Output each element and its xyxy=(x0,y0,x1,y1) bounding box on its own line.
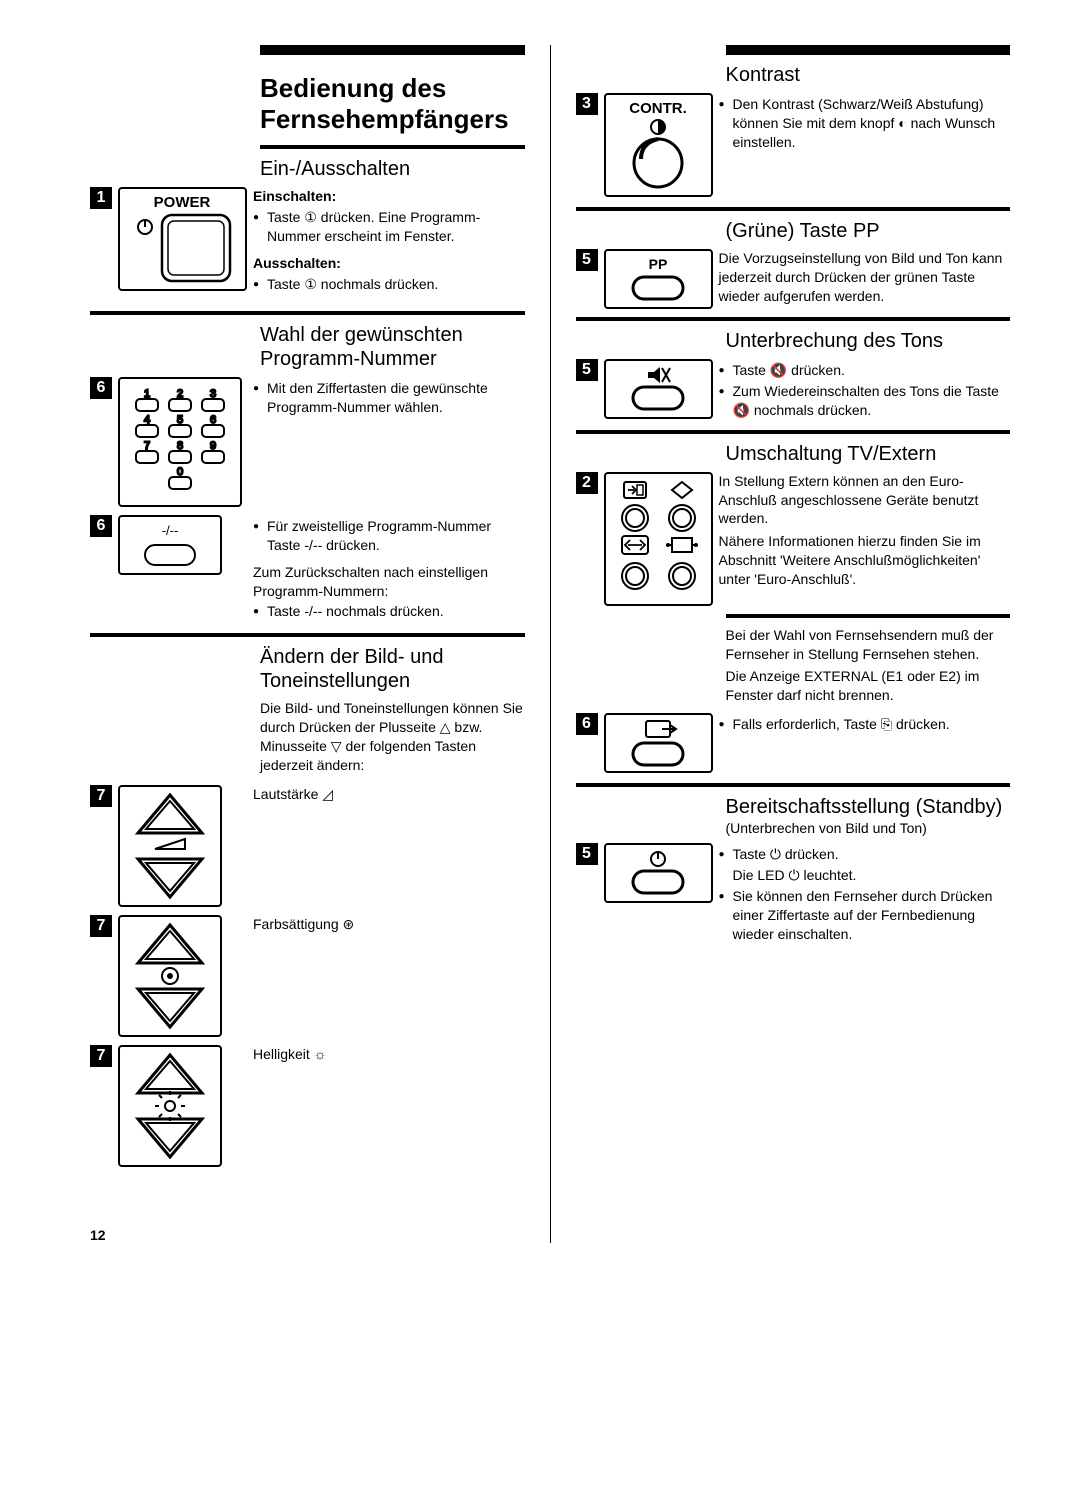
volume-diagram xyxy=(118,785,222,907)
ref-num: 5 xyxy=(576,249,598,271)
power-button-diagram: POWER xyxy=(118,187,247,291)
keypad-diagram: 1 2 3 4 5 6 7 8 9 0 xyxy=(118,377,242,507)
ext-text3: Bei der Wahl von Fernsehsendern muß der … xyxy=(726,626,1011,664)
volume-label: Lautstärke ◿ xyxy=(253,785,525,804)
svg-text:POWER: POWER xyxy=(154,194,211,211)
page-number: 12 xyxy=(90,1227,525,1243)
standby-b3: Sie können den Fernseher durch Drücken e… xyxy=(719,887,1011,944)
ext-row2: 6 Falls erforderlich, Taste ⎘ drücken. xyxy=(576,713,1011,773)
prog-text3: Zum Zurückschalten nach einstelligen Pro… xyxy=(253,563,525,601)
divider xyxy=(576,430,1011,434)
mute-diagram xyxy=(604,359,713,419)
ext-text1: In Stellung Extern können an den Euro-An… xyxy=(719,472,1011,529)
heading-settings: Ändern der Bild- und Toneinstellungen xyxy=(260,645,525,693)
ref-num: 3 xyxy=(576,93,598,115)
prog-bullet3: Taste -/-- nochmals drücken. xyxy=(253,602,525,621)
saturation-label: Farbsättigung ⊛ xyxy=(253,915,525,934)
ext-text2: Nähere Informationen hierzu finden Sie i… xyxy=(719,532,1011,589)
ref-num: 6 xyxy=(90,515,112,537)
volume-row: 7 Lautstärke ◿ xyxy=(90,785,525,907)
pp-row: 5 PP Die Vorzugseinstellung von Bild und… xyxy=(576,249,1011,309)
saturation-diagram xyxy=(118,915,222,1037)
ref-num: 6 xyxy=(576,713,598,735)
svg-text:PP: PP xyxy=(648,256,667,272)
settings-intro: Die Bild- und Toneinstellungen können Si… xyxy=(260,699,525,775)
brightness-diagram xyxy=(118,1045,222,1167)
standby-row: 5 Taste ⏻ drücken. Die LED ⏻ leuchtet. S… xyxy=(576,843,1011,945)
ref-num: 7 xyxy=(90,915,112,937)
page-title: Bedienung des Fernsehempfängers xyxy=(260,73,525,135)
pp-text: Die Vorzugseinstellung von Bild und Ton … xyxy=(719,249,1011,306)
divider xyxy=(90,633,525,637)
standby-diagram xyxy=(604,843,713,903)
saturation-row: 7 Farbsättigung ⊛ xyxy=(90,915,525,1037)
divider xyxy=(90,311,525,315)
brightness-row: 7 xyxy=(90,1045,525,1167)
ref-num: 5 xyxy=(576,843,598,865)
heading-pp: (Grüne) Taste PP xyxy=(726,219,1011,243)
svg-text:-/--: -/-- xyxy=(162,523,179,538)
standby-sub: (Unterbrechen von Bild und Ton) xyxy=(726,819,1011,837)
ext-row1: 2 xyxy=(576,472,1011,606)
heading-prog: Wahl der gewünschten Programm-Nummer xyxy=(260,323,525,371)
heading-mute: Unterbrechung des Tons xyxy=(726,329,1011,353)
ext-bullet: Falls erforderlich, Taste ⎘ drücken. xyxy=(719,715,1011,734)
heading-standby: Bereitschaftsstellung (Standby) xyxy=(726,795,1011,819)
prog-digit-row: 6 -/-- Für zweistellige Programm-Nummer … xyxy=(90,515,525,623)
heading-contrast: Kontrast xyxy=(726,63,1011,87)
mute-bullet1: Taste 🔇 drücken. xyxy=(719,361,1011,380)
ref-num: 2 xyxy=(576,472,598,494)
ref-num: 1 xyxy=(90,187,112,209)
heading-power: Ein-/Ausschalten xyxy=(260,157,525,181)
column-divider xyxy=(550,45,551,1243)
right-top-bar xyxy=(726,45,1011,55)
mute-row: 5 Taste 🔇 drücken. Zum Wiederein xyxy=(576,359,1011,422)
divider xyxy=(726,614,1011,618)
right-column: Kontrast 3 CONTR. Den Kontrast (Schwarz/… xyxy=(576,45,1011,1243)
divider xyxy=(576,317,1011,321)
power-row: 1 POWER Einschalten: Taste ① drücken. Ei… xyxy=(90,187,525,295)
page-columns: Bedienung des Fernsehempfängers Ein-/Aus… xyxy=(90,45,1010,1243)
contrast-bullet: Den Kontrast (Schwarz/Weiß Abstufung) kö… xyxy=(719,95,1011,152)
contrast-row: 3 CONTR. Den Kontrast (Schwarz/Weiß Abst… xyxy=(576,93,1011,197)
prog-keypad-row: 6 1 2 3 4 5 6 7 8 xyxy=(90,377,525,507)
pp-diagram: PP xyxy=(604,249,713,309)
svg-text:CONTR.: CONTR. xyxy=(629,100,687,117)
label-off: Ausschalten: xyxy=(253,255,341,271)
ref-num: 6 xyxy=(90,377,112,399)
label-on: Einschalten: xyxy=(253,188,336,204)
power-off-text: Taste ① nochmals drücken. xyxy=(253,275,525,294)
ref-num: 7 xyxy=(90,1045,112,1067)
ext-button-diagram xyxy=(604,713,713,773)
divider xyxy=(260,145,525,149)
title-bar xyxy=(260,45,525,55)
ext-text4: Die Anzeige EXTERNAL (E1 oder E2) im Fen… xyxy=(726,667,1011,705)
contrast-diagram: CONTR. xyxy=(604,93,713,197)
brightness-label: Helligkeit ☼ xyxy=(253,1045,525,1064)
divider xyxy=(576,783,1011,787)
ref-num: 7 xyxy=(90,785,112,807)
prog-bullet1: Mit den Ziffertasten die gewünschte Prog… xyxy=(253,379,525,417)
left-column: Bedienung des Fernsehempfängers Ein-/Aus… xyxy=(90,45,525,1243)
standby-line2: Die LED ⏻ leuchtet. xyxy=(719,866,1011,885)
standby-b1: Taste ⏻ drücken. xyxy=(719,845,1011,864)
divider xyxy=(576,207,1011,211)
digit-toggle-diagram: -/-- xyxy=(118,515,222,575)
power-on-text: Taste ① drücken. Eine Programm-Nummer er… xyxy=(253,208,525,246)
ref-num: 5 xyxy=(576,359,598,381)
mute-bullet2: Zum Wiedereinschalten des Tons die Taste… xyxy=(719,382,1011,420)
prog-bullet2: Für zweistellige Programm-Nummer Taste -… xyxy=(253,517,525,555)
ext-diagram xyxy=(604,472,713,606)
heading-ext: Umschaltung TV/Extern xyxy=(726,442,1011,466)
